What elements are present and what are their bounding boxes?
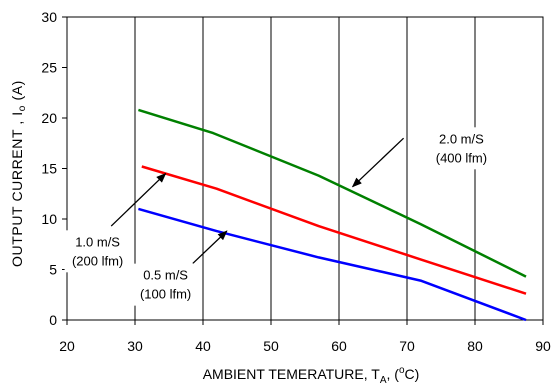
x-tick-label-90: 90 — [535, 338, 551, 354]
annotation-label-0-1: (400 lfm) — [436, 150, 487, 165]
annotation-label-2-0: 0.5 m/S — [143, 268, 188, 283]
annotation-label-0-0: 2.0 m/S — [439, 131, 484, 146]
axis-label-layer: AMBIENT TEMERATURE, TA, (oC) OUTPUT CURRE… — [9, 80, 419, 386]
annotation-label-2-1: (100 lfm) — [140, 287, 191, 302]
series-0 — [138, 108, 527, 278]
annotation-1: 1.0 m/S (200 lfm) — [64, 172, 167, 273]
annotation-arrow-1 — [110, 172, 167, 227]
annotation-bg-2 — [132, 263, 199, 306]
y-tick-label-0: 0 — [49, 312, 57, 328]
annotation-label-1-1: (200 lfm) — [72, 253, 123, 268]
annotation-bg-1 — [64, 230, 131, 273]
x-tick-label-70: 70 — [399, 338, 415, 354]
x-tick-label-50: 50 — [263, 338, 279, 354]
y-tick-label-15: 15 — [41, 161, 57, 177]
series-2 — [138, 207, 527, 322]
series-line-1 — [141, 165, 527, 295]
axis-layer: 0 5 10 15 20 25 30 20 30 40 50 60 70 80 90 — [41, 9, 551, 354]
y-tick-label-10: 10 — [41, 211, 57, 227]
y-tick-label-20: 20 — [41, 110, 57, 126]
series-1 — [141, 165, 527, 295]
y-tick-label-5: 5 — [49, 262, 57, 278]
x-tick-label-40: 40 — [195, 338, 211, 354]
x-tick-label-80: 80 — [467, 338, 483, 354]
annotation-0: 2.0 m/S (400 lfm) — [351, 127, 495, 188]
x-tick-label-60: 60 — [331, 338, 347, 354]
x-tick-label-30: 30 — [127, 338, 143, 354]
annotation-2: 0.5 m/S (100 lfm) — [132, 230, 228, 306]
y-tick-label-25: 25 — [41, 60, 57, 76]
series-layer — [138, 108, 527, 322]
x-tick-label-20: 20 — [59, 338, 75, 354]
y-axis-title: OUTPUT CURRENT , Io (A) — [9, 80, 28, 267]
annotation-layer: 2.0 m/S (400 lfm) 1.0 m/S (200 lfm) 0.5 m/S (… — [64, 127, 495, 306]
annotation-arrow-2 — [192, 230, 228, 264]
annotation-arrow-0 — [351, 137, 405, 188]
y-tick-label-30: 30 — [41, 9, 57, 25]
annotation-label-1-0: 1.0 m/S — [75, 234, 120, 249]
x-axis-title: AMBIENT TEMERATURE, TA, (oC) — [203, 365, 420, 386]
annotation-bg-0 — [428, 127, 495, 170]
